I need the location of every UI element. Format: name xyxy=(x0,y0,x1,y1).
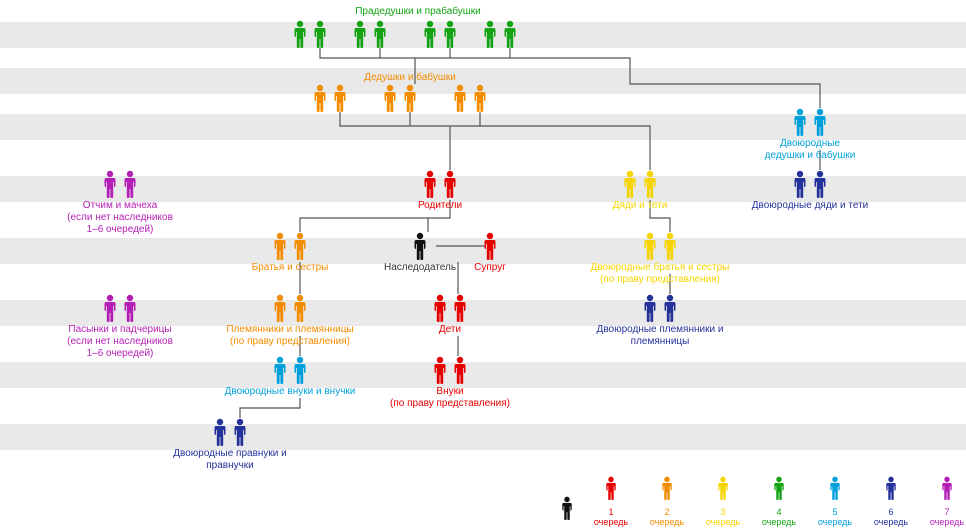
group-label: Пасынки и падчерицы (если нет наследнико… xyxy=(40,324,200,360)
person-icon xyxy=(292,294,308,322)
person-icon xyxy=(432,356,448,384)
legend-item: 7 очередь xyxy=(928,476,966,527)
person-icon xyxy=(272,356,288,384)
legend-label: 2 очередь xyxy=(648,507,686,527)
person-icon xyxy=(292,356,308,384)
group-label: Дяди и тети xyxy=(560,200,720,212)
group-label: Внуки (по праву представления) xyxy=(370,386,530,410)
person-icon xyxy=(792,170,808,198)
person-icon xyxy=(452,84,468,112)
person-icon xyxy=(642,170,658,198)
person-icon xyxy=(560,496,574,525)
person-icon xyxy=(102,294,118,322)
group-label: Племянники и племянницы (по праву предст… xyxy=(210,324,370,348)
person-icon xyxy=(432,294,448,322)
group-gp-3 xyxy=(390,84,550,112)
person-icon xyxy=(928,476,966,505)
group-stepchildren: Пасынки и падчерицы (если нет наследнико… xyxy=(40,294,200,360)
person-icon xyxy=(442,170,458,198)
legend-item: 1 очередь xyxy=(592,476,630,527)
legend: 1 очередь 2 очередь 3 очередь 4 очередь 5 оч… xyxy=(560,476,966,527)
group-cous-nephews: Двоюродные племянники и племянницы xyxy=(580,294,740,348)
person-icon xyxy=(482,20,498,48)
person-icon xyxy=(872,476,910,505)
person-icon xyxy=(482,232,498,260)
person-icon xyxy=(816,476,854,505)
person-icon xyxy=(272,232,288,260)
person-icon xyxy=(792,108,808,136)
group-stepparents: Отчим и мачеха (если нет наследников 1–6… xyxy=(40,170,200,236)
legend-label: 7 очередь xyxy=(928,507,966,527)
group-cous-uncles: Двоюродные дяди и тети xyxy=(730,170,890,212)
group-spouse: Супруг xyxy=(410,232,570,274)
group-uncles: Дяди и тети xyxy=(560,170,720,212)
person-icon xyxy=(472,84,488,112)
legend-item: 3 очередь xyxy=(704,476,742,527)
person-icon xyxy=(212,418,228,446)
person-icon xyxy=(452,294,468,322)
group-label: Дети xyxy=(370,324,530,336)
person-icon xyxy=(122,294,138,322)
group-parents: Родители xyxy=(360,170,520,212)
group-ggrand-nephews: Двоюродные правнуки и правнучки xyxy=(150,418,310,472)
group-label: Родители xyxy=(360,200,520,212)
person-icon xyxy=(502,20,518,48)
group-label: Супруг xyxy=(410,262,570,274)
group-label: Двоюродные правнуки и правнучки xyxy=(150,448,310,472)
group-gg-4 xyxy=(420,20,580,48)
group-nephews: Племянники и племянницы (по праву предст… xyxy=(210,294,370,348)
group-label: Прадедушки и прабабушки xyxy=(338,6,498,18)
legend-label: 4 очередь xyxy=(760,507,798,527)
group-gp-title: Дедушки и бабушки xyxy=(330,70,490,84)
person-icon xyxy=(648,476,686,505)
person-icon xyxy=(662,232,678,260)
person-icon xyxy=(452,356,468,384)
legend-item: 2 очередь xyxy=(648,476,686,527)
person-icon xyxy=(272,294,288,322)
diagram-canvas: Прадедушки и прабабушки Дедушки и бабушки… xyxy=(0,0,966,531)
legend-label: 5 очередь xyxy=(816,507,854,527)
person-icon xyxy=(662,294,678,322)
group-label: Двоюродные дяди и тети xyxy=(730,200,890,212)
person-icon xyxy=(812,170,828,198)
person-icon xyxy=(642,294,658,322)
person-icon xyxy=(422,170,438,198)
person-icon xyxy=(642,232,658,260)
group-gg-title: Прадедушки и прабабушки xyxy=(338,4,498,18)
legend-item: 6 очередь xyxy=(872,476,910,527)
legend-item xyxy=(560,496,574,527)
legend-label: 6 очередь xyxy=(872,507,910,527)
group-label: Двоюродные дедушки и бабушки xyxy=(730,138,890,162)
person-icon xyxy=(760,476,798,505)
person-icon xyxy=(704,476,742,505)
group-children: Дети xyxy=(370,294,530,336)
group-label: Двоюродные племянники и племянницы xyxy=(580,324,740,348)
group-label: Отчим и мачеха (если нет наследников 1–6… xyxy=(40,200,200,236)
person-icon xyxy=(232,418,248,446)
group-label: Дедушки и бабушки xyxy=(330,72,490,84)
group-label: Двоюродные внуки и внучки xyxy=(210,386,370,398)
person-icon xyxy=(622,170,638,198)
group-label: Двоюродные братья и сестры (по праву пре… xyxy=(580,262,740,286)
person-icon xyxy=(812,108,828,136)
legend-label: 1 очередь xyxy=(592,507,630,527)
group-grandchildren: Внуки (по праву представления) xyxy=(370,356,530,410)
person-icon xyxy=(102,170,118,198)
group-cousins: Двоюродные братья и сестры (по праву пре… xyxy=(580,232,740,286)
group-grand-nephews: Двоюродные внуки и внучки xyxy=(210,356,370,398)
person-icon xyxy=(292,232,308,260)
person-icon xyxy=(122,170,138,198)
legend-item: 4 очередь xyxy=(760,476,798,527)
legend-label: 3 очередь xyxy=(704,507,742,527)
group-cous-gp: Двоюродные дедушки и бабушки xyxy=(730,108,890,162)
person-icon xyxy=(592,476,630,505)
legend-item: 5 очередь xyxy=(816,476,854,527)
